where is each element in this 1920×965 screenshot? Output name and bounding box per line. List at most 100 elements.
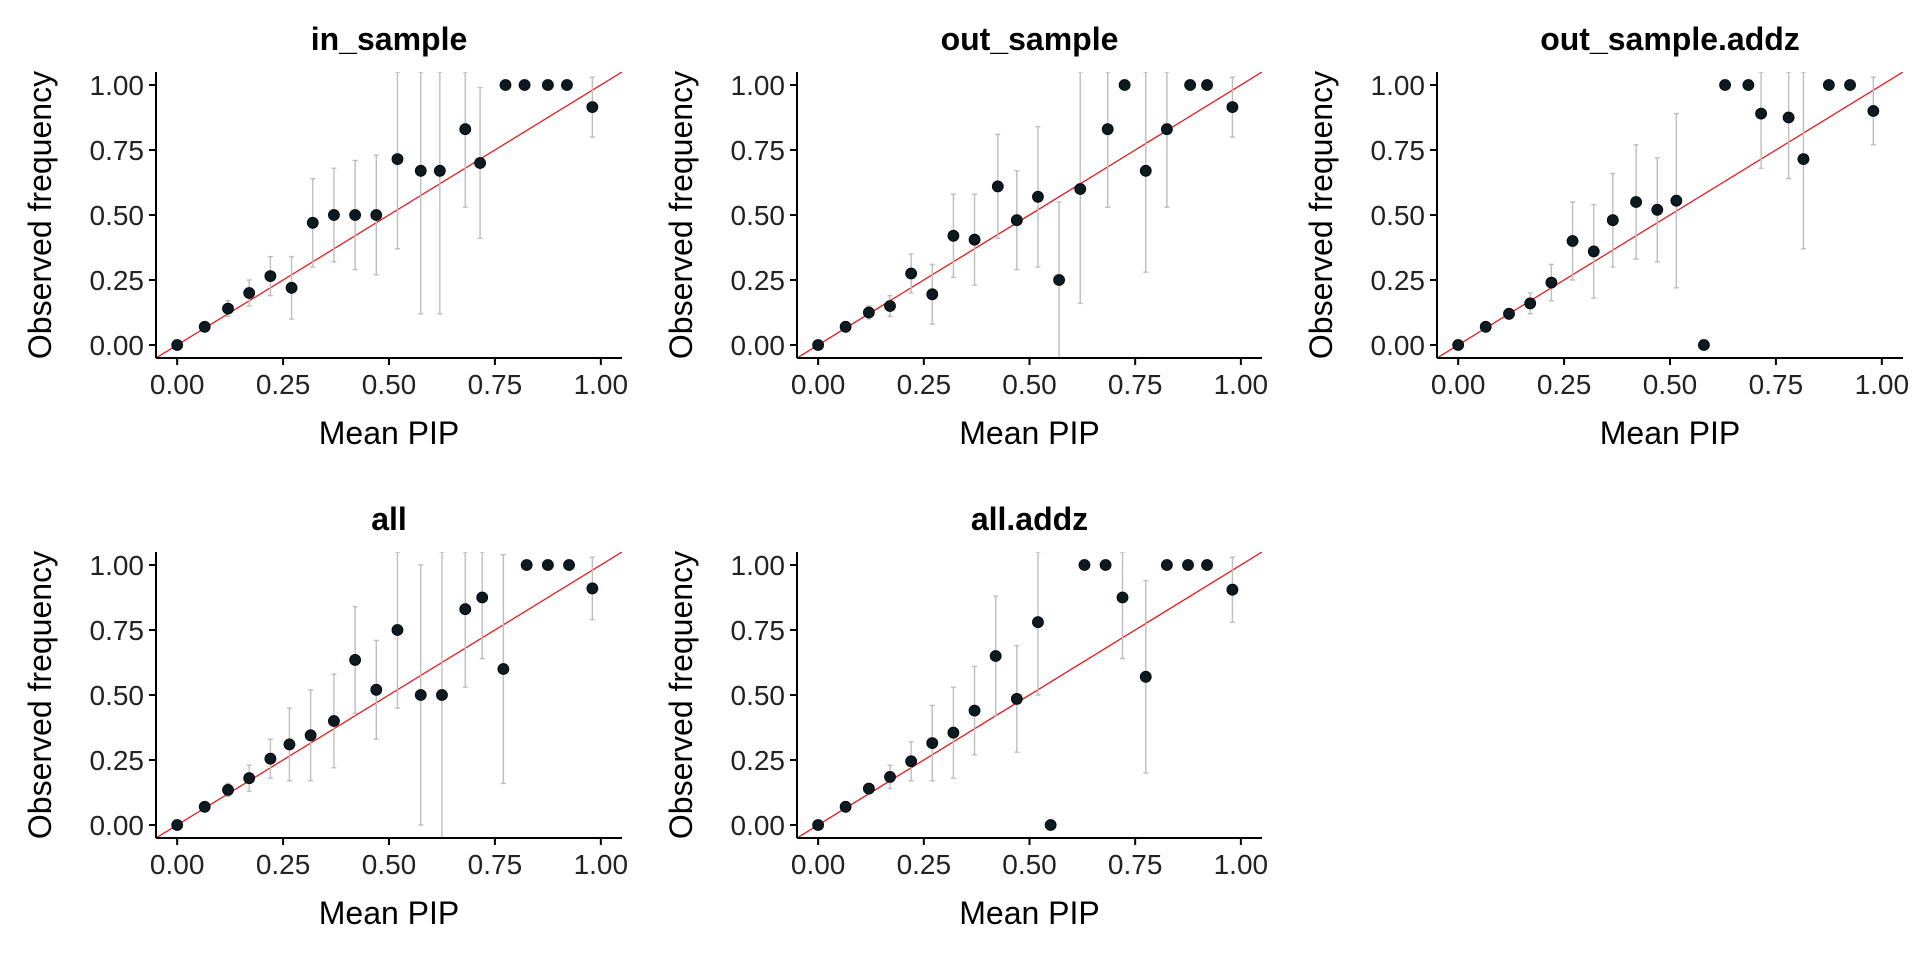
- x-tick-label: 0.75: [1108, 849, 1163, 880]
- x-tick-label: 0.75: [468, 369, 523, 400]
- data-point: [1044, 819, 1057, 831]
- reference-line: [156, 72, 622, 358]
- y-tick-label: 0.25: [90, 745, 145, 776]
- data-point: [1116, 591, 1129, 604]
- error-bar: [462, 72, 468, 208]
- x-tick-label: 0.25: [897, 849, 952, 880]
- data-point: [926, 737, 939, 749]
- data-point: [459, 603, 472, 616]
- data-point: [414, 689, 427, 701]
- x-tick-label: 1.00: [1214, 849, 1269, 880]
- data-point: [1797, 153, 1810, 166]
- data-point: [1074, 183, 1087, 195]
- x-tick-label: 0.25: [1537, 369, 1592, 400]
- data-point: [561, 79, 573, 91]
- y-tick-label: 0.75: [1371, 135, 1426, 166]
- panel-out-sample: out_sample 0.00 0.25 0.50 0.75 1.00 0.00 0.25 0.…: [663, 21, 1268, 451]
- y-tick-label: 1.00: [90, 550, 145, 581]
- y-tick-label: 0.00: [731, 810, 786, 841]
- data-point: [1822, 79, 1835, 91]
- data-point: [541, 559, 554, 571]
- y-tick-label: 1.00: [90, 70, 145, 101]
- data-point: [1566, 235, 1579, 247]
- panel-title: in_sample: [311, 21, 468, 57]
- data-point: [1032, 190, 1044, 203]
- data-point: [839, 800, 852, 813]
- x-axis-label: Mean PIP: [959, 895, 1100, 931]
- data-point: [1182, 559, 1194, 571]
- error-bar: [1120, 552, 1125, 660]
- data-point: [391, 153, 404, 166]
- data-point: [586, 101, 599, 113]
- data-point: [1032, 616, 1044, 629]
- data-point: [1755, 107, 1767, 120]
- data-point: [1160, 123, 1173, 136]
- error-bar: [1786, 72, 1792, 180]
- data-point: [198, 800, 211, 813]
- data-point: [520, 559, 533, 571]
- x-axis-label: Mean PIP: [319, 895, 460, 931]
- data-point: [947, 726, 960, 739]
- data-point: [968, 704, 981, 717]
- data-point: [1118, 79, 1131, 91]
- x-tick-label: 1.00: [574, 849, 629, 880]
- y-tick-label: 0.75: [731, 135, 786, 166]
- panel-all: all 0.00 0.25 0.50 0.75 1.00 0.00 0.25 0.50 0.75 1…: [22, 501, 628, 931]
- data-point: [905, 755, 918, 768]
- data-point: [1545, 276, 1558, 289]
- x-tick-label: 1.00: [1214, 369, 1269, 400]
- data-point: [1606, 214, 1619, 227]
- data-point: [812, 819, 825, 831]
- data-point: [812, 339, 825, 351]
- y-tick-label: 0.75: [731, 615, 786, 646]
- y-axis-label: Observed frequency: [1303, 71, 1339, 359]
- data-point: [884, 300, 896, 312]
- data-point: [1010, 214, 1023, 227]
- data-point: [1226, 101, 1239, 113]
- data-point: [1160, 559, 1173, 571]
- data-point: [198, 320, 211, 333]
- x-tick-label: 0.75: [1749, 369, 1804, 400]
- data-point: [1630, 196, 1643, 208]
- x-axis-label: Mean PIP: [959, 415, 1100, 451]
- data-point: [905, 267, 918, 280]
- data-point: [264, 270, 277, 283]
- reference-line: [797, 72, 1262, 358]
- x-tick-label: 0.50: [362, 369, 417, 400]
- error-bar: [479, 552, 485, 660]
- data-point: [862, 306, 875, 319]
- error-bar: [1758, 72, 1764, 169]
- y-tick-label: 1.00: [731, 70, 786, 101]
- x-tick-label: 0.75: [1108, 369, 1163, 400]
- data-point: [989, 650, 1002, 662]
- error-bar: [437, 72, 443, 315]
- data-point: [541, 79, 554, 91]
- panel-in-sample: in_sample 0.00 0.25 0.50 0.75 1.00 0.00 0.25 0.5…: [22, 21, 628, 451]
- data-point: [968, 233, 981, 246]
- x-tick-label: 0.00: [150, 369, 205, 400]
- x-tick-label: 1.00: [574, 369, 629, 400]
- data-point: [1226, 583, 1239, 596]
- data-point: [1452, 339, 1465, 351]
- data-point: [1651, 203, 1664, 216]
- data-point: [1099, 559, 1112, 571]
- data-point: [459, 123, 472, 136]
- data-point: [243, 287, 256, 299]
- data-point: [414, 164, 427, 177]
- data-point: [1524, 297, 1537, 310]
- data-point: [497, 663, 510, 675]
- data-point: [884, 771, 896, 783]
- y-tick-label: 0.00: [90, 810, 145, 841]
- x-tick-label: 0.00: [791, 849, 846, 880]
- y-axis-label: Observed frequency: [22, 71, 58, 359]
- data-point: [518, 79, 531, 91]
- x-tick-label: 0.25: [256, 369, 311, 400]
- data-point: [370, 209, 383, 221]
- y-tick-label: 0.00: [1371, 330, 1426, 361]
- x-tick-label: 0.75: [468, 849, 523, 880]
- data-point: [1201, 79, 1213, 91]
- data-point: [862, 782, 875, 795]
- data-point: [1479, 320, 1492, 333]
- data-point: [991, 180, 1004, 193]
